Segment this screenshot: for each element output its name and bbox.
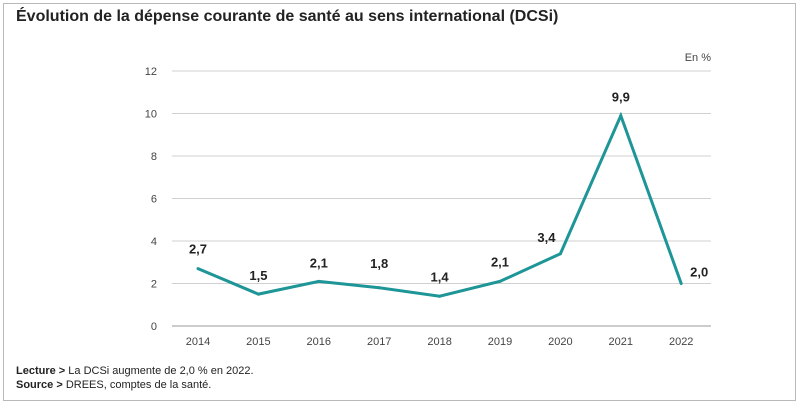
y-tick-label: 10 — [145, 109, 157, 121]
data-label: 1,4 — [431, 269, 450, 284]
data-label: 2,1 — [491, 254, 509, 269]
reading-label: Lecture > — [16, 365, 66, 377]
reading-text: La DCSi augmente de 2,0 % en 2022. — [65, 365, 254, 377]
data-label: 2,1 — [310, 255, 328, 270]
chart-frame — [3, 3, 796, 401]
data-label: 2,7 — [189, 242, 207, 257]
y-tick-label: 6 — [151, 194, 157, 206]
data-point — [377, 286, 381, 290]
x-tick-label: 2014 — [186, 336, 210, 348]
reading-note: Lecture > La DCSi augmente de 2,0 % en 2… — [16, 364, 254, 378]
data-point — [498, 279, 502, 283]
source-text: DREES, comptes de la santé. — [62, 379, 212, 391]
data-label: 1,5 — [249, 268, 267, 283]
x-tick-label: 2022 — [669, 336, 693, 348]
y-tick-label: 12 — [145, 66, 157, 78]
x-tick-label: 2015 — [246, 336, 270, 348]
data-label: 2,0 — [690, 265, 708, 280]
axis-layer: 0 2 4 6 8 10 12 En % 2014 2015 2016 2017 2018 2019 202… — [145, 52, 711, 348]
y-tick-label: 2 — [151, 279, 157, 291]
data-point — [619, 114, 623, 118]
label-layer: 2,7 1,5 2,1 1,8 1,4 2,1 3,4 9,9 2,0 — [189, 90, 708, 285]
data-point — [438, 294, 442, 298]
x-tick-label: 2016 — [307, 336, 331, 348]
series-layer — [196, 111, 683, 298]
y-tick-label: 8 — [151, 151, 157, 163]
data-point — [317, 279, 321, 283]
data-point — [558, 252, 562, 256]
x-tick-label: 2017 — [367, 336, 391, 348]
data-point — [679, 282, 683, 285]
grid-layer — [172, 70, 711, 327]
data-label: 1,8 — [370, 256, 388, 271]
data-label: 3,4 — [537, 230, 556, 245]
data-label: 9,9 — [612, 90, 630, 105]
chart-title: Évolution de la dépense courante de sant… — [16, 8, 559, 25]
source-label: Source > — [16, 379, 63, 391]
y-tick-label: 0 — [151, 321, 157, 333]
data-point — [256, 292, 260, 296]
chart-footer: Lecture > La DCSi augmente de 2,0 % en 2… — [16, 364, 254, 392]
x-tick-label: 2021 — [609, 336, 633, 348]
source-note: Source > DREES, comptes de la santé. — [16, 378, 254, 392]
x-tick-label: 2020 — [548, 336, 572, 348]
y-tick-label: 4 — [151, 236, 157, 248]
x-tick-label: 2018 — [427, 336, 451, 348]
unit-label: En % — [685, 52, 712, 64]
data-point — [196, 267, 200, 271]
x-tick-label: 2019 — [488, 336, 512, 348]
